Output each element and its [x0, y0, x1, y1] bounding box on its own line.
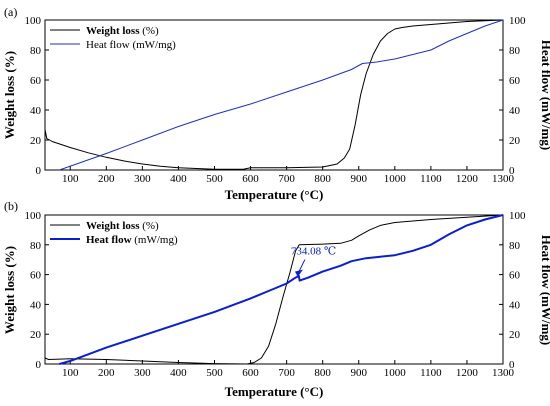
x-tick-label: 1100	[420, 367, 442, 379]
plot-frame	[44, 214, 504, 365]
y-tick-label-right: 60	[509, 75, 521, 87]
y-tick-label-left: 80	[30, 45, 42, 57]
x-tick-label: 900	[350, 173, 367, 185]
x-tick-label: 100	[62, 173, 79, 185]
x-tick-label: 400	[170, 173, 187, 185]
y-tick-label-left: 60	[30, 75, 42, 87]
y-tick-label-left: 20	[30, 135, 42, 147]
y-tick-label-left: 0	[36, 359, 42, 371]
y-tick-label-left: 80	[30, 240, 42, 252]
legend: Weight loss (%) Heat flow (mW/mg)	[50, 25, 176, 51]
x-tick-label: 300	[134, 173, 151, 185]
x-tick-label: 1300	[492, 173, 515, 185]
panel-a: (a) 100 200 300 400 500 600 700 800 900 1000 1100 1…	[2, 5, 550, 202]
y-tick-label-right: 0	[509, 359, 515, 371]
legend: Weight loss (%) Heat flow (mW/mg)	[50, 220, 178, 246]
x-tick-label: 200	[98, 367, 115, 379]
x-tick-label: 500	[206, 367, 223, 379]
legend-label-weight-loss: Weight loss (%)	[86, 220, 159, 232]
legend-name: Weight loss	[86, 25, 140, 37]
x-tick-label: 1000	[384, 367, 407, 379]
x-tick-label: 900	[350, 367, 367, 379]
x-axis-label-text: Temperature (°C)	[225, 384, 324, 399]
y-axis-label-right: Heat flow (mW/mg)	[539, 40, 550, 150]
x-tick-label: 700	[278, 367, 295, 379]
legend-label-heat-flow: Heat flow (mW/mg)	[86, 234, 178, 246]
y-tick-label-left: 60	[30, 270, 42, 282]
legend-label-heat-flow: Heat flow (mW/mg)	[86, 39, 176, 51]
y-axis-label-right: Heat flow (mW/mg)	[539, 235, 550, 345]
x-tick-label: 800	[314, 367, 331, 379]
y-tick-label-right: 20	[509, 135, 521, 147]
x-tick-label: 100	[62, 367, 79, 379]
y-tick-label-right: 40	[509, 299, 521, 311]
legend-unit: (mW/mg)	[130, 39, 176, 51]
x-tick-label: 400	[170, 367, 187, 379]
series-line-heat-flow	[59, 19, 504, 171]
plot-frame	[44, 19, 504, 171]
x-tick-label: 200	[98, 173, 115, 185]
annotation-label: 734.08 ℃	[291, 246, 336, 258]
annotation-arrowhead	[294, 269, 303, 277]
panel-label: (b)	[4, 199, 18, 213]
x-tick-label: 1200	[456, 173, 479, 185]
y-tick-label-right: 60	[509, 270, 521, 282]
y-tick-label-right: 100	[509, 15, 526, 27]
legend-unit: (%)	[139, 220, 159, 232]
legend-name: Heat flow	[86, 39, 130, 51]
y-tick-label-right: 20	[509, 329, 521, 341]
y-tick-label-left: 0	[36, 165, 42, 177]
y-tick-label-right: 80	[509, 240, 521, 252]
y-tick-label-left: 100	[25, 15, 42, 27]
x-tick-label: 1300	[492, 367, 515, 379]
y-tick-label-right: 40	[509, 105, 521, 117]
series-line-weight-loss	[44, 19, 504, 170]
x-tick-label: 1100	[420, 173, 442, 185]
x-tick-label: 600	[242, 173, 259, 185]
y-tick-label-left: 100	[25, 210, 42, 222]
series-line-weight-loss	[44, 214, 504, 365]
y-tick-label-right: 80	[509, 45, 521, 57]
legend-name: Heat flow	[86, 234, 132, 246]
x-axis-label-text: Temperature (°C)	[225, 187, 324, 202]
y-tick-label-right: 100	[509, 210, 526, 222]
x-tick-label: 300	[134, 367, 151, 379]
x-tick-label: 1000	[384, 173, 407, 185]
y-tick-label-left: 40	[30, 299, 42, 311]
legend-unit: (mW/mg)	[132, 234, 178, 246]
y-tick-label-left: 40	[30, 105, 42, 117]
x-tick-label: 1200	[456, 367, 479, 379]
x-tick-label: 600	[242, 367, 259, 379]
x-axis-label: Temperature (°C)	[225, 187, 324, 202]
x-axis-label: Temperature (°C)	[225, 384, 324, 399]
y-tick-label-left: 20	[30, 329, 42, 341]
x-tick-label: 500	[206, 173, 223, 185]
series-line-heat-flow	[59, 214, 504, 365]
y-tick-label-right: 0	[509, 165, 515, 177]
y-axis-label-left: Weight loss (%)	[2, 51, 17, 139]
panel-b: (b) 100 200 300 400 500 600 700 800 900 1000 1100 1…	[2, 199, 550, 399]
y-axis-label-left: Weight loss (%)	[2, 246, 17, 334]
panel-label: (a)	[4, 5, 17, 19]
legend-unit: (%)	[139, 25, 159, 37]
legend-name: Weight loss	[86, 220, 140, 232]
x-tick-label: 700	[278, 173, 295, 185]
legend-label-weight-loss: Weight loss (%)	[86, 25, 159, 37]
x-tick-label: 800	[314, 173, 331, 185]
